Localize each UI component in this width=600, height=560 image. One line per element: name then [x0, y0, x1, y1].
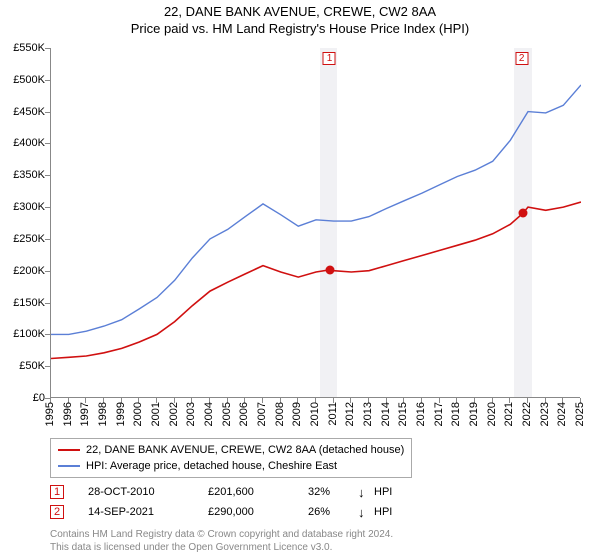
x-axis-tick-label: 2021 [503, 402, 515, 426]
x-axis-tick-label: 1999 [115, 402, 127, 426]
y-axis-tick-label: £250K [0, 233, 45, 245]
transaction-price: £290,000 [208, 506, 308, 518]
title-block: 22, DANE BANK AVENUE, CREWE, CW2 8AA Pri… [0, 0, 600, 36]
sale-marker-label: 1 [323, 52, 336, 65]
transaction-id-box: 1 [50, 485, 64, 499]
footer-attribution: Contains HM Land Registry data © Crown c… [50, 528, 393, 554]
x-axis-tick-label: 1995 [44, 402, 56, 426]
down-arrow-icon: ↓ [358, 505, 374, 520]
x-axis-tick-label: 2014 [380, 402, 392, 426]
transaction-table: 1 28-OCT-2010 £201,600 32% ↓ HPI 2 14-SE… [50, 482, 414, 522]
x-axis-tick-label: 2000 [132, 402, 144, 426]
y-axis-tick-label: £200K [0, 265, 45, 277]
footer-line: Contains HM Land Registry data © Crown c… [50, 528, 393, 541]
x-axis-tick-label: 2015 [397, 402, 409, 426]
y-axis-tick-label: £0 [0, 392, 45, 404]
legend-swatch [58, 465, 80, 467]
legend-label: 22, DANE BANK AVENUE, CREWE, CW2 8AA (de… [86, 442, 404, 458]
x-axis-tick-label: 2025 [574, 402, 586, 426]
x-axis-tick-label: 1996 [62, 402, 74, 426]
y-axis-tick-label: £100K [0, 328, 45, 340]
y-axis-tick-label: £450K [0, 106, 45, 118]
x-axis-tick-label: 2018 [450, 402, 462, 426]
x-axis-tick-label: 2004 [203, 402, 215, 426]
transaction-pct: 26% [308, 506, 358, 518]
x-axis-tick-label: 2001 [150, 402, 162, 426]
legend-box: 22, DANE BANK AVENUE, CREWE, CW2 8AA (de… [50, 438, 412, 478]
transaction-date: 28-OCT-2010 [88, 486, 208, 498]
y-axis-tick-label: £50K [0, 360, 45, 372]
x-axis-tick-label: 2020 [486, 402, 498, 426]
transaction-date: 14-SEP-2021 [88, 506, 208, 518]
x-axis-tick-label: 2012 [344, 402, 356, 426]
x-axis-tick-label: 2008 [274, 402, 286, 426]
x-axis-tick-label: 2023 [539, 402, 551, 426]
x-axis-tick-label: 2013 [362, 402, 374, 426]
series-line-property [51, 202, 581, 359]
chart-subtitle: Price paid vs. HM Land Registry's House … [0, 21, 600, 36]
x-axis-tick-label: 2006 [238, 402, 250, 426]
x-axis-tick-label: 2010 [309, 402, 321, 426]
x-axis-tick-label: 2005 [221, 402, 233, 426]
x-axis-tick-label: 2016 [415, 402, 427, 426]
x-axis-tick-label: 2011 [327, 402, 339, 426]
sale-marker-label: 2 [515, 52, 528, 65]
chart-container: 22, DANE BANK AVENUE, CREWE, CW2 8AA Pri… [0, 0, 600, 560]
plot-area [50, 48, 580, 398]
line-canvas [51, 48, 581, 398]
legend-swatch [58, 449, 80, 451]
transaction-ref: HPI [374, 506, 414, 518]
x-axis-tick-label: 2019 [468, 402, 480, 426]
y-axis-tick-label: £400K [0, 137, 45, 149]
legend-label: HPI: Average price, detached house, Ches… [86, 458, 337, 474]
y-axis-tick-label: £350K [0, 169, 45, 181]
x-axis-tick-label: 2009 [291, 402, 303, 426]
transaction-id-box: 2 [50, 505, 64, 519]
x-axis-tick-label: 2002 [168, 402, 180, 426]
x-axis-tick-label: 2022 [521, 402, 533, 426]
chart-title: 22, DANE BANK AVENUE, CREWE, CW2 8AA [0, 4, 600, 19]
y-axis-tick-label: £550K [0, 42, 45, 54]
x-axis-tick-label: 2007 [256, 402, 268, 426]
transaction-pct: 32% [308, 486, 358, 498]
sale-marker [518, 209, 527, 218]
transaction-ref: HPI [374, 486, 414, 498]
x-axis-tick-label: 1998 [97, 402, 109, 426]
series-line-hpi [51, 85, 581, 335]
y-axis-tick-label: £300K [0, 201, 45, 213]
x-axis-tick-label: 2003 [185, 402, 197, 426]
transaction-row: 2 14-SEP-2021 £290,000 26% ↓ HPI [50, 502, 414, 522]
x-axis-tick-label: 2024 [556, 402, 568, 426]
transaction-row: 1 28-OCT-2010 £201,600 32% ↓ HPI [50, 482, 414, 502]
y-axis-tick-label: £150K [0, 297, 45, 309]
x-axis-tick-label: 2017 [433, 402, 445, 426]
x-axis-tick-label: 1997 [79, 402, 91, 426]
transaction-price: £201,600 [208, 486, 308, 498]
footer-line: This data is licensed under the Open Gov… [50, 541, 393, 554]
legend-item: HPI: Average price, detached house, Ches… [58, 458, 404, 474]
legend-item: 22, DANE BANK AVENUE, CREWE, CW2 8AA (de… [58, 442, 404, 458]
down-arrow-icon: ↓ [358, 485, 374, 500]
y-axis-tick-label: £500K [0, 74, 45, 86]
sale-marker [326, 265, 335, 274]
